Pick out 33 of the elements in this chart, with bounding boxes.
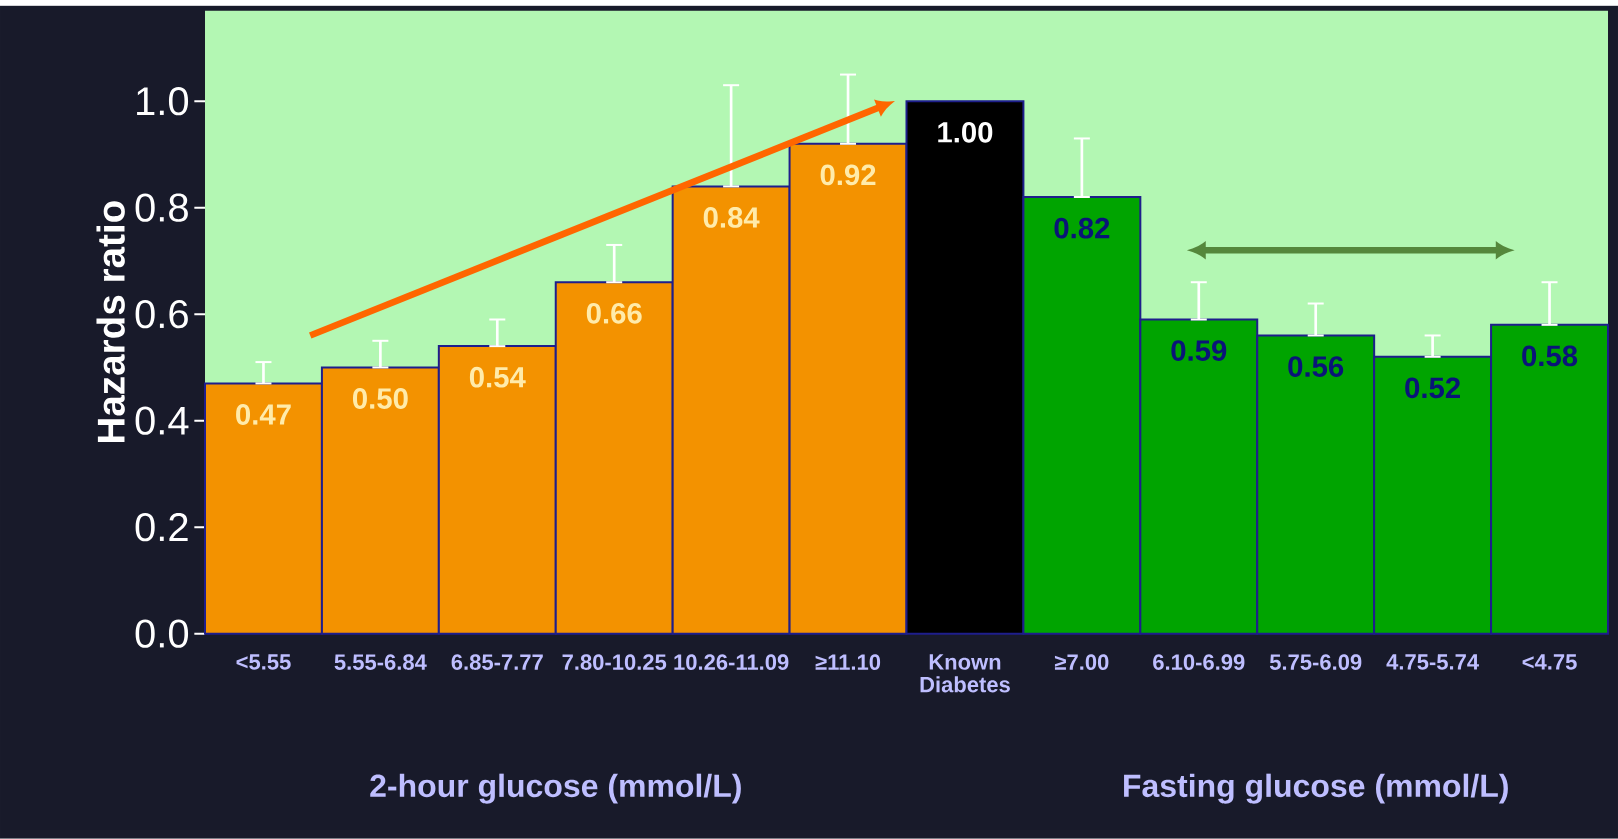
text: Fasting glucose (mmol/L): [1124, 773, 1508, 804]
x-tick-label: 7.80-10.25: [562, 654, 667, 671]
data-label: 0.92: [820, 164, 876, 186]
x-tick-label: 10.26-11.09: [674, 654, 789, 671]
data-label: 0.52: [1405, 377, 1460, 399]
x-tick-label: 4.75-5.74: [1386, 654, 1479, 670]
data-label: 1.00: [938, 122, 993, 143]
data-label: 0.84: [703, 207, 760, 229]
x-tick-label: 5.75-6.09: [1269, 654, 1362, 671]
y-tick-label: 1.0: [137, 87, 189, 116]
x-tick-label: 5.55-6.84: [334, 654, 427, 671]
x-tick-label: 6.10-6.99: [1153, 654, 1245, 671]
y-tick-label: 0.8: [135, 193, 188, 223]
x-tick-label: <5.55: [236, 654, 291, 670]
data-label: 0.82: [1054, 217, 1110, 239]
y-tick-label: 0.6: [135, 300, 188, 329]
x-tick-label: ≥11.10: [815, 654, 881, 671]
data-label: 0.56: [1288, 356, 1344, 378]
data-label: 0.66: [586, 303, 642, 324]
x-tick-label: Known Diabetes: [920, 654, 1010, 693]
y-axis-title: Hazards ratio: [96, 201, 125, 443]
x-tick-label: 6.85-7.77: [451, 654, 543, 671]
x-tick-label: <4.75: [1522, 654, 1577, 670]
data-label: 0.50: [352, 388, 408, 410]
text: 2-hour glucose (mmol/L): [370, 773, 741, 804]
data-label: 0.47: [236, 404, 291, 426]
data-label: 0.54: [469, 366, 526, 388]
y-tick-label: 0.2: [135, 513, 188, 542]
y-tick-label: 0.0: [135, 619, 189, 648]
x-tick-label: ≥7.00: [1054, 654, 1109, 671]
y-tick-label: 0.4: [135, 406, 189, 436]
data-label: 0.59: [1171, 340, 1227, 362]
data-label: 0.58: [1522, 345, 1578, 367]
